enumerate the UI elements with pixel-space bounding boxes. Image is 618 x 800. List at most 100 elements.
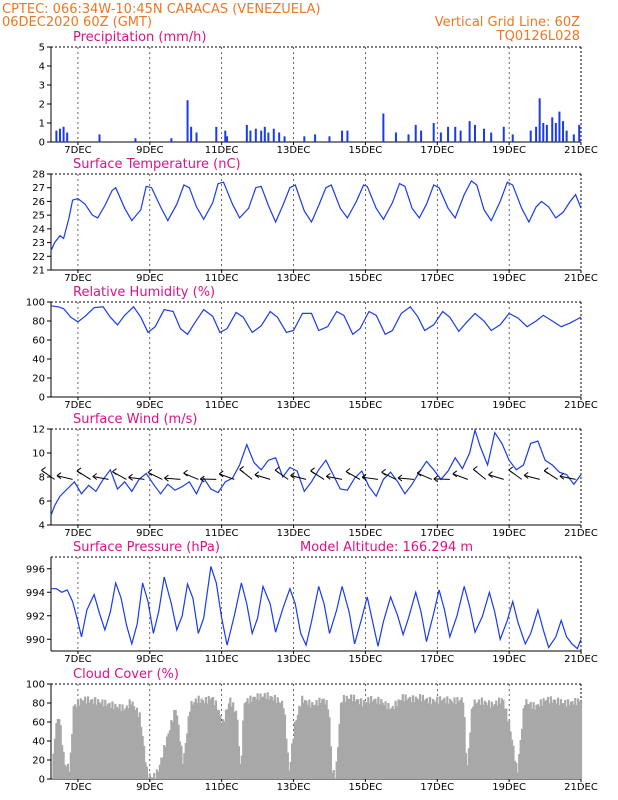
- wind-arrow-head: [218, 473, 224, 478]
- cloud-bar: [331, 772, 334, 779]
- cloud-bar: [160, 757, 163, 779]
- cloud-bar: [372, 699, 376, 779]
- x-tick-label: 21DEC: [564, 145, 598, 156]
- x-tick-label: 21DEC: [564, 528, 598, 539]
- y-tick-label: 20: [32, 374, 45, 385]
- cloud-bar: [413, 702, 416, 779]
- x-tick-label: 9DEC: [136, 400, 163, 411]
- cloud-bar: [142, 745, 146, 779]
- cloud-bar: [579, 700, 583, 779]
- cloud-bar: [91, 699, 94, 779]
- cloud-bar: [551, 703, 554, 779]
- x-tick-label: 11DEC: [205, 654, 239, 665]
- precip-bar: [303, 136, 306, 142]
- cloud-bar: [62, 751, 65, 779]
- cloud-bar: [549, 696, 552, 779]
- cloud-bar: [272, 700, 275, 779]
- cloud-bar: [394, 700, 397, 779]
- cloud-bar: [555, 703, 558, 779]
- cloud-bar: [315, 700, 318, 779]
- wind-arrow-head: [381, 468, 386, 473]
- wind-arrow-head: [508, 466, 514, 471]
- wind-arrow: [56, 475, 73, 480]
- cloud-bar: [360, 698, 363, 779]
- x-tick-label: 19DEC: [492, 782, 526, 793]
- precip-bar: [278, 132, 281, 142]
- y-tick-label: 5: [39, 43, 45, 54]
- x-tick-label: 7DEC: [64, 782, 91, 793]
- precip-bar: [468, 121, 471, 142]
- precip-bar: [254, 128, 257, 142]
- cloud-bar: [253, 696, 256, 779]
- cloud-bar: [341, 701, 344, 779]
- precip-bar: [260, 130, 263, 142]
- y-tick-label: 2: [39, 100, 45, 111]
- cloud-bar: [104, 699, 107, 779]
- cloud-bar: [242, 720, 245, 779]
- x-tick-label: 15DEC: [349, 145, 383, 156]
- cloud-bar: [280, 700, 284, 779]
- cloud-bar: [224, 709, 228, 779]
- precip-bar: [538, 98, 541, 142]
- cloud-bar: [101, 699, 104, 779]
- wind-arrow: [92, 476, 109, 480]
- cloud-bar: [132, 706, 136, 779]
- wind-arrow-head: [239, 466, 244, 470]
- cloud-bar: [305, 700, 308, 779]
- cloud-bar: [165, 736, 169, 779]
- cloud-bar: [322, 698, 325, 779]
- cloud-bar: [161, 757, 164, 779]
- panel-title: Surface Temperature (nC): [73, 157, 241, 172]
- wind-arrow-head: [523, 472, 529, 476]
- cloud-bar: [128, 699, 131, 779]
- cloud-bar: [145, 766, 149, 779]
- x-tick-label: 11DEC: [205, 273, 239, 284]
- cloud-bar: [344, 702, 347, 779]
- y-tick-label: 10: [32, 449, 45, 460]
- wind-arrow-head: [92, 473, 98, 477]
- cloud-bar: [487, 700, 491, 779]
- cloud-bar: [388, 709, 391, 779]
- cloud-bar: [206, 703, 209, 779]
- y-tick-label: 996: [26, 564, 45, 575]
- cloud-bar: [404, 694, 407, 779]
- cloud-bar: [117, 708, 120, 779]
- wind-arrow-head: [310, 467, 315, 472]
- cloud-bar: [59, 725, 62, 779]
- cloud-bar: [263, 693, 266, 779]
- panel-1: 0 1 2 3 4 5 7DEC 9DEC 11DEC 13DEC 15DEC 17DEC 19DEC 2…: [39, 30, 598, 156]
- cloud-bar: [131, 701, 134, 779]
- precip-bar: [98, 134, 101, 142]
- wind-arrow-head: [254, 471, 260, 476]
- cloud-bar: [436, 696, 439, 779]
- cloud-bar: [538, 706, 541, 779]
- cloud-bar: [61, 745, 64, 779]
- cloud-bar: [427, 703, 430, 779]
- cloud-bar: [381, 702, 384, 779]
- cloud-bar: [365, 702, 368, 779]
- cloud-bar: [528, 704, 531, 779]
- cloud-bar: [349, 694, 353, 779]
- cloud-bar: [493, 704, 496, 779]
- cloud-bar: [98, 702, 101, 779]
- cloud-bar: [79, 698, 82, 779]
- cloud-bar: [196, 702, 199, 779]
- cloud-bar: [477, 699, 481, 779]
- cloud-bar: [243, 703, 246, 779]
- cloud-bar: [260, 697, 264, 779]
- cloud-bar: [86, 696, 90, 779]
- precip-bar: [66, 132, 69, 142]
- cloud-bar: [420, 701, 423, 779]
- cloud-bar: [184, 743, 187, 779]
- wind-arrow-head: [274, 469, 280, 474]
- x-tick-label: 11DEC: [205, 145, 239, 156]
- cloud-bar: [223, 721, 226, 779]
- cloud-bar: [513, 760, 517, 779]
- cloud-bar: [351, 701, 354, 779]
- header-date: 06DEC2020 60Z (GMT): [2, 15, 152, 30]
- wind-arrow-head: [488, 471, 493, 476]
- x-tick-label: 21DEC: [564, 654, 598, 665]
- cloud-bar: [194, 698, 197, 779]
- cloud-bar: [390, 708, 393, 779]
